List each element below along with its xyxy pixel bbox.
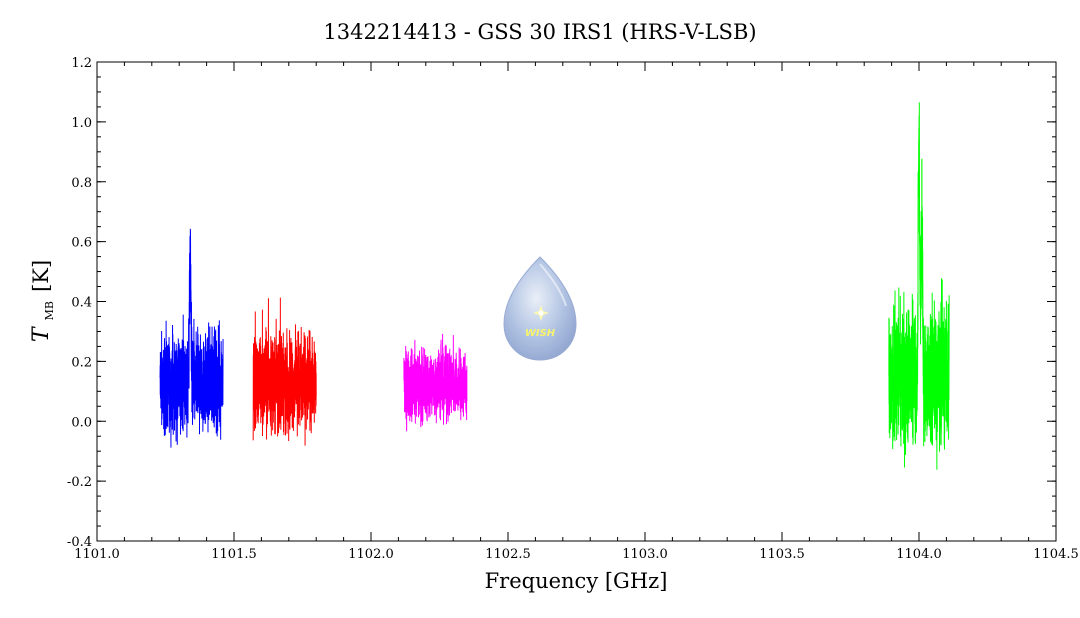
- y-tick-label: -0.4: [67, 535, 92, 550]
- x-tick-label: 1103.5: [759, 547, 805, 562]
- wish-drop-logo: WISH: [503, 256, 577, 361]
- x-tick-label: 1103.0: [622, 547, 668, 562]
- y-tick-label: -0.2: [67, 475, 92, 490]
- x-tick-label: 1104.5: [1033, 547, 1079, 562]
- chart-title: 1342214413 - GSS 30 IRS1 (HRS-V-LSB): [323, 20, 756, 44]
- svg-text:T MB [K]: T MB [K]: [29, 260, 57, 342]
- y-axis-label-unit: [K]: [29, 260, 53, 292]
- y-tick-label: 1.2: [71, 56, 92, 71]
- y-axis-label: T MB [K]: [29, 260, 57, 342]
- logo-label: WISH: [525, 328, 556, 339]
- x-axis-label: Frequency [GHz]: [485, 569, 668, 593]
- spectrum-series-2: [252, 297, 317, 446]
- ticks-layer: [96, 61, 1057, 542]
- y-tick-label: 1.0: [71, 116, 92, 131]
- y-tick-label: 0.6: [71, 236, 92, 251]
- x-tick-label: 1102.5: [485, 547, 531, 562]
- y-tick-label: 0.2: [71, 355, 92, 370]
- y-tick-label: 0.8: [71, 176, 92, 191]
- spectrum-series-4: [888, 102, 950, 470]
- x-tick-label: 1104.0: [896, 547, 942, 562]
- y-tick-label: 0.4: [71, 296, 92, 311]
- x-tick-label: 1101.5: [211, 547, 257, 562]
- spectrum-series-3: [403, 333, 468, 432]
- x-tick-label: 1101.0: [74, 547, 120, 562]
- y-axis-label-subscript: MB: [43, 301, 56, 320]
- star-icon: [533, 305, 549, 321]
- x-tick-label: 1102.0: [348, 547, 394, 562]
- series-layer: [159, 102, 950, 470]
- y-axis-label-symbol: T: [29, 325, 54, 342]
- y-tick-label: 0.0: [71, 415, 92, 430]
- spectrum-series-1: [159, 228, 224, 448]
- y-tick-labels: -0.4 -0.2 0.0 0.2 0.4 0.6 0.8 1.0 1.2: [67, 56, 92, 550]
- x-tick-labels: 1101.0 1101.5 1102.0 1102.5 1103.0 1103.5 1104…: [74, 547, 1079, 562]
